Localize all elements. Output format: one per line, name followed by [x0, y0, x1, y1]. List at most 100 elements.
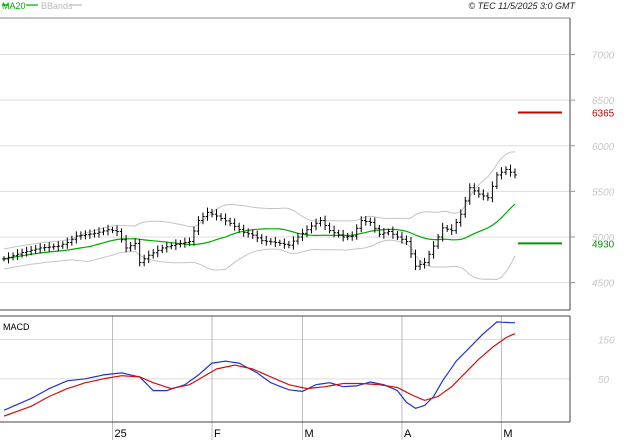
ohlc-bar: [246, 228, 250, 238]
ohlc-bar: [395, 230, 400, 240]
ohlc-bar: [74, 231, 79, 244]
ohlc-bar: [192, 226, 196, 246]
macd-lines: [3, 321, 516, 417]
ohlc-bar: [88, 229, 92, 239]
ohlc-bar: [282, 238, 287, 249]
price-levels: 6365 4930: [518, 108, 615, 250]
ohlc-bar: [174, 239, 178, 250]
ohlc-bar: [363, 216, 368, 226]
ohlc-bar: [47, 242, 52, 252]
ohlc-bar: [458, 209, 463, 227]
ohlc-bar: [201, 212, 205, 225]
ohlc-bar: [495, 172, 499, 189]
ohlc-bar: [214, 209, 219, 221]
ohlc-bar: [400, 232, 404, 244]
ohlc-bar: [436, 233, 440, 249]
ohlc-bar: [124, 234, 128, 253]
ohlc-bar: [56, 241, 61, 252]
ohlc-bar: [354, 224, 359, 240]
legend-bbands-label: BBands: [41, 1, 73, 11]
macd-panel-grid: [0, 316, 570, 440]
ohlc-bar: [504, 166, 508, 176]
ohlc-bar: [467, 183, 472, 205]
ohlc-bar: [219, 213, 223, 222]
ohlc-bar: [60, 241, 65, 249]
ohlc-bar: [29, 245, 33, 256]
ohlc-bar: [183, 237, 187, 248]
ma20-line-group: [3, 203, 516, 260]
x-tick-label: 25: [115, 428, 127, 440]
x-tick-label: M: [304, 428, 313, 440]
ohlc-bar: [228, 217, 232, 227]
price-tick-label: 4500: [592, 279, 615, 290]
price-tick-label: 6000: [592, 142, 615, 153]
ohlc-bar: [133, 238, 137, 250]
ohlc-bar: [169, 242, 174, 250]
legend-ma20-label: MA20: [2, 1, 26, 11]
ohlc-bar: [413, 249, 418, 271]
ohlc-bar: [273, 236, 278, 247]
ohlc-bar: [155, 245, 160, 258]
ohlc-bar: [6, 252, 11, 264]
ohlc-bar: [300, 228, 305, 242]
ohlc-bar: [70, 235, 74, 246]
ohlc-bar: [336, 229, 341, 238]
macd-series-signal: [3, 333, 516, 417]
chart-legend: MA20 BBands: [2, 1, 82, 11]
bband-lower-line: [3, 239, 516, 281]
price-panel-grid: [0, 54, 570, 284]
ohlc-bar: [269, 237, 273, 245]
ohlc-bar: [137, 239, 142, 267]
ohlc-bar: [278, 239, 282, 246]
ohlc-bar: [42, 243, 47, 252]
ohlc-bar: [382, 227, 386, 239]
ohlc-bar: [418, 260, 422, 270]
ohlc-bar: [160, 244, 165, 254]
macd-tick-label: 50: [598, 375, 610, 386]
ohlc-bar: [477, 186, 481, 198]
ohlc-bar: [255, 230, 260, 243]
price-tick-label: 5000: [592, 233, 615, 244]
ohlc-bar: [449, 224, 454, 236]
ohlc-bar: [404, 235, 409, 246]
ohlc-bar: [291, 236, 296, 250]
ohlc-bar: [51, 243, 56, 250]
ohlc-bar: [15, 249, 20, 261]
x-tick-label: M: [503, 428, 512, 440]
ohlc-bar: [305, 225, 309, 238]
ohlc-bar: [341, 229, 345, 242]
x-tick-label: F: [214, 428, 221, 440]
ohlc-bar: [345, 232, 350, 241]
x-tick-label: A: [404, 428, 412, 440]
ohlc-bar: [24, 246, 29, 257]
ohlc-bar: [296, 233, 300, 245]
ohlc-bar: [391, 226, 395, 239]
ohlc-bar: [513, 168, 517, 179]
ohlc-bar: [83, 230, 88, 240]
ohlc-bar: [377, 224, 382, 238]
ohlc-bar: [454, 218, 459, 234]
price-tick-label: 6500: [592, 96, 615, 107]
price-tick-label: 5500: [592, 187, 615, 198]
ohlc-bar: [440, 222, 445, 242]
ohlc-bar: [65, 237, 70, 249]
ohlc-bar: [350, 231, 355, 241]
ohlc-bar: [33, 244, 38, 254]
ohlc-bar: [187, 237, 192, 247]
ohlc-bar: [164, 241, 169, 253]
ma20-line: [3, 203, 516, 260]
support-level-label: 4930: [592, 239, 615, 250]
ohlc-bar: [11, 252, 15, 261]
ohlc-bar: [210, 208, 214, 218]
ohlc-bar: [232, 218, 237, 231]
bollinger-bands: [3, 151, 516, 281]
ohlc-bar: [431, 241, 436, 259]
ohlc-bar: [196, 216, 201, 236]
chart-frame: [0, 17, 571, 423]
ohlc-bar: [205, 207, 210, 221]
ohlc-bar: [223, 213, 228, 226]
macd-series-macd: [3, 321, 515, 411]
ohlc-bar: [287, 240, 291, 249]
